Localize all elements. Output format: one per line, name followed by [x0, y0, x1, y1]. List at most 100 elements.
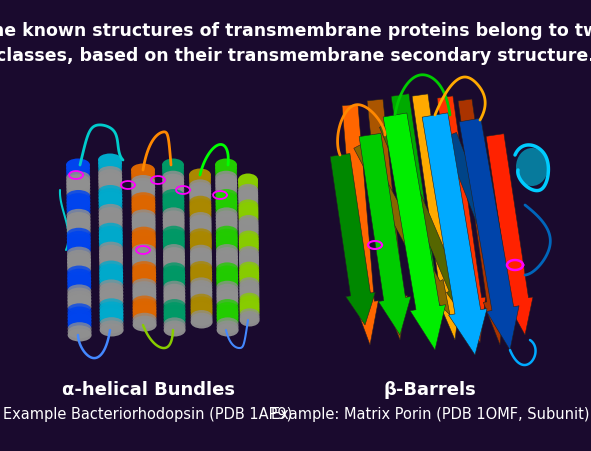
- Ellipse shape: [163, 241, 185, 254]
- Ellipse shape: [66, 187, 90, 200]
- Ellipse shape: [99, 194, 122, 207]
- Ellipse shape: [216, 262, 238, 276]
- Ellipse shape: [131, 192, 155, 205]
- Ellipse shape: [189, 182, 211, 195]
- Ellipse shape: [216, 278, 238, 290]
- Ellipse shape: [163, 275, 185, 288]
- Ellipse shape: [239, 249, 259, 262]
- Ellipse shape: [239, 251, 259, 264]
- Ellipse shape: [132, 316, 157, 329]
- Ellipse shape: [67, 328, 92, 341]
- Ellipse shape: [239, 220, 259, 233]
- Ellipse shape: [67, 269, 91, 282]
- Ellipse shape: [190, 239, 212, 252]
- Ellipse shape: [132, 230, 156, 243]
- Ellipse shape: [67, 325, 92, 338]
- Ellipse shape: [239, 267, 259, 280]
- Ellipse shape: [216, 290, 238, 303]
- Ellipse shape: [99, 295, 124, 308]
- Ellipse shape: [98, 185, 122, 198]
- Ellipse shape: [163, 247, 185, 260]
- Ellipse shape: [163, 250, 185, 263]
- Ellipse shape: [239, 262, 259, 275]
- Ellipse shape: [99, 235, 123, 249]
- Ellipse shape: [99, 276, 124, 289]
- Ellipse shape: [99, 270, 123, 283]
- Ellipse shape: [189, 179, 211, 193]
- Text: Example Bacteriorhodopsin (PDB 1AP9): Example Bacteriorhodopsin (PDB 1AP9): [4, 408, 293, 423]
- Ellipse shape: [215, 161, 237, 175]
- Ellipse shape: [190, 280, 212, 293]
- Ellipse shape: [189, 174, 211, 187]
- Ellipse shape: [239, 226, 259, 238]
- Ellipse shape: [216, 198, 238, 211]
- Ellipse shape: [239, 215, 258, 228]
- Ellipse shape: [239, 298, 259, 311]
- Ellipse shape: [163, 272, 185, 285]
- Ellipse shape: [66, 161, 90, 175]
- Ellipse shape: [98, 175, 122, 189]
- Ellipse shape: [239, 306, 259, 319]
- Ellipse shape: [132, 304, 157, 317]
- Ellipse shape: [190, 285, 212, 299]
- Ellipse shape: [132, 253, 156, 266]
- Ellipse shape: [99, 261, 123, 274]
- Ellipse shape: [216, 204, 238, 217]
- Ellipse shape: [190, 242, 212, 255]
- Ellipse shape: [216, 235, 238, 248]
- Ellipse shape: [131, 169, 155, 182]
- Ellipse shape: [66, 190, 90, 203]
- Ellipse shape: [99, 232, 123, 245]
- Ellipse shape: [67, 307, 92, 319]
- Ellipse shape: [190, 304, 213, 318]
- Ellipse shape: [163, 235, 185, 248]
- Ellipse shape: [163, 287, 186, 300]
- Ellipse shape: [67, 212, 90, 225]
- Ellipse shape: [99, 317, 124, 330]
- Ellipse shape: [99, 220, 123, 233]
- FancyArrow shape: [486, 133, 533, 335]
- Ellipse shape: [190, 288, 212, 301]
- Ellipse shape: [66, 184, 90, 197]
- Ellipse shape: [132, 293, 157, 306]
- Ellipse shape: [99, 298, 124, 311]
- Ellipse shape: [67, 322, 92, 335]
- Ellipse shape: [239, 228, 259, 241]
- Ellipse shape: [163, 253, 185, 266]
- Ellipse shape: [190, 201, 212, 214]
- Ellipse shape: [162, 174, 184, 187]
- Ellipse shape: [239, 217, 259, 230]
- Ellipse shape: [99, 273, 124, 286]
- Ellipse shape: [190, 272, 212, 285]
- Ellipse shape: [98, 169, 122, 182]
- Ellipse shape: [132, 238, 156, 251]
- Ellipse shape: [216, 259, 238, 272]
- Ellipse shape: [99, 229, 123, 242]
- Ellipse shape: [99, 264, 123, 276]
- Ellipse shape: [132, 281, 156, 294]
- Ellipse shape: [216, 281, 238, 294]
- Ellipse shape: [163, 290, 186, 303]
- Ellipse shape: [131, 175, 155, 188]
- FancyArrow shape: [379, 123, 470, 325]
- Ellipse shape: [67, 313, 92, 326]
- Ellipse shape: [216, 272, 238, 285]
- Ellipse shape: [67, 278, 91, 291]
- Ellipse shape: [163, 183, 184, 196]
- Ellipse shape: [99, 283, 124, 295]
- Ellipse shape: [239, 259, 259, 272]
- Ellipse shape: [215, 180, 237, 193]
- Ellipse shape: [131, 201, 155, 214]
- Ellipse shape: [99, 210, 122, 223]
- Text: Example: Matrix Porin (PDB 1OMF, Subunit): Example: Matrix Porin (PDB 1OMF, Subunit…: [271, 408, 589, 423]
- Text: β-Barrels: β-Barrels: [384, 381, 476, 399]
- Ellipse shape: [190, 256, 212, 269]
- Ellipse shape: [163, 186, 184, 199]
- Ellipse shape: [163, 284, 186, 297]
- Ellipse shape: [99, 289, 124, 302]
- Ellipse shape: [215, 174, 237, 187]
- Ellipse shape: [190, 231, 212, 244]
- Ellipse shape: [164, 302, 186, 315]
- Ellipse shape: [216, 201, 238, 214]
- Ellipse shape: [132, 295, 157, 308]
